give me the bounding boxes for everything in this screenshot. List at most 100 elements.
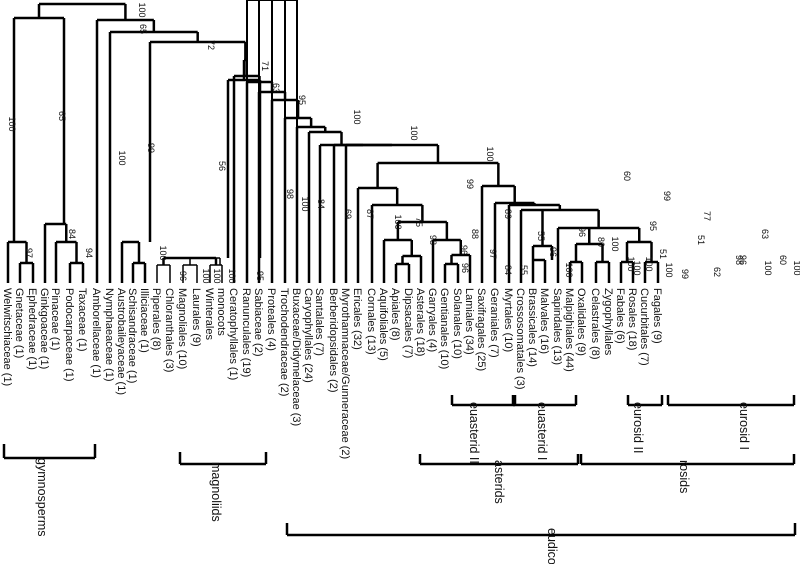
taxon-label: Malvales (16) [538, 288, 550, 354]
support-value: 100 [117, 150, 127, 165]
support-value: 97 [24, 248, 34, 258]
taxon-label: Caryophyllales (24) [302, 288, 314, 383]
taxon-label: Welwitschiaceae (1) [1, 288, 13, 386]
taxon-label: Solanales (10) [451, 288, 463, 359]
taxon-label: Zygophyllales [602, 288, 614, 356]
support-value: 75 [414, 217, 424, 227]
support-value: 96 [178, 271, 188, 281]
support-value: 88 [470, 229, 480, 239]
support-value: 100 [7, 116, 17, 131]
support-value: 94 [84, 248, 94, 258]
taxon-label: Winterales [203, 288, 215, 340]
support-value: 95 [255, 271, 265, 281]
taxon-label: Magnoliales (10) [176, 288, 188, 369]
support-value: 96 [548, 247, 558, 257]
taxon-label: Brassicales (14) [526, 288, 538, 367]
taxon-label: Myrtales (10) [502, 288, 514, 352]
support-value: 100 [201, 268, 211, 283]
support-value: 96 [460, 263, 470, 273]
taxon-label: Fagales (9) [651, 288, 663, 344]
taxon-label: Ephedraceae (1) [26, 288, 38, 370]
support-value: 51 [696, 235, 706, 245]
tree-branches [6, 0, 660, 283]
taxon-label: Lamiales (34) [463, 288, 475, 355]
taxon-label: Asterales (18) [414, 288, 426, 356]
support-value: 72 [206, 40, 216, 50]
taxon-label: Celastrales (8) [589, 288, 601, 360]
taxon-label: Ginkgoaceae (1) [38, 288, 50, 369]
clade-label-magnoliids: magnoliids [209, 462, 223, 522]
support-value: 80 [596, 237, 606, 247]
clade-brackets: gymnosperms magnoliids euasterid II euaster… [2, 395, 797, 564]
support-value: 100 [137, 2, 147, 17]
support-value: 65 [57, 111, 67, 121]
support-value: 100 [393, 214, 403, 229]
taxon-label: Myrothamnaceae/Gunneraceae (2) [339, 288, 351, 459]
taxon-label: Aquifoliales (5) [377, 288, 389, 361]
taxon-label: Buxaceae/Didymelaceae (3) [290, 288, 302, 426]
taxon-label: Ceratophyllales (1) [227, 288, 239, 380]
taxon-label: Ranunculales (19) [240, 288, 252, 377]
support-value: 56 [217, 161, 227, 171]
support-value: 84 [316, 199, 326, 209]
support-value: 63 [271, 83, 281, 93]
support-value: 100 [227, 268, 237, 283]
support-value: 87 [365, 209, 375, 219]
taxon-label: Chloranthales (3) [163, 288, 175, 372]
support-value: 99 [662, 191, 672, 201]
clade-label-euasterid-II: euasterid II [467, 402, 481, 464]
taxon-label: Geraniales (7) [488, 288, 500, 358]
support-value: 100 [792, 260, 800, 275]
support-value: 100 [632, 260, 642, 275]
support-value: 100 [300, 196, 310, 211]
taxon-label: Taxaceae (1) [76, 288, 88, 352]
support-value: 60 [622, 171, 632, 181]
support-value: 99 [465, 179, 475, 189]
taxon-label: Laurales (9) [190, 288, 202, 347]
taxon-label: Piperales (8) [150, 288, 162, 350]
support-value: 100 [664, 262, 674, 277]
support-value: 98 [734, 255, 744, 265]
taxon-label: Apiales (8) [389, 288, 401, 341]
taxon-label: Dipsacales (7) [402, 288, 414, 358]
clade-label-rosids: rosids [677, 460, 691, 493]
taxon-label: Gnetaceae (1) [13, 288, 25, 358]
taxon-label: Austrobaileyaceae (1) [115, 288, 127, 395]
taxon-label: Schisandraceae (1) [126, 288, 138, 383]
taxon-labels: Welwitschiaceae (1) Gnetaceae (1) Ephedrac… [1, 288, 663, 459]
taxon-label: Malpighiales (44) [563, 288, 575, 372]
taxon-label: Amborellaceae (1) [90, 288, 102, 378]
taxon-label: Crossosomatales (3) [514, 288, 526, 389]
clade-label-gymnosperms: gymnosperms [35, 458, 49, 537]
support-value: 77 [702, 211, 712, 221]
support-value: 60 [778, 255, 788, 265]
taxon-label: Saxifragales (25) [475, 288, 487, 371]
support-value: 99 [146, 143, 156, 153]
support-value: 100 [409, 125, 419, 140]
support-value: 96 [459, 245, 469, 255]
taxon-label: Proteales (4) [265, 288, 277, 351]
taxon-label: Nymphaeaceae (1) [103, 288, 115, 382]
support-value: 100 [610, 236, 620, 251]
support-value: 51 [658, 249, 668, 259]
support-value: 96 [577, 227, 587, 237]
taxon-label: Trochodendraceae (2) [278, 288, 290, 396]
taxon-label: Sapindales (13) [551, 288, 563, 365]
support-value: 98 [428, 235, 438, 245]
support-value: 100 [626, 256, 636, 271]
support-value: 95 [648, 221, 658, 231]
taxon-label: Podocarpaceae (1) [63, 288, 75, 382]
support-value: 95 [297, 95, 307, 105]
support-value: 100 [212, 268, 222, 283]
taxon-label: Santalales (7) [313, 288, 325, 356]
support-value: 63 [760, 229, 770, 239]
support-value: 100 [158, 245, 168, 260]
taxon-label: Pinaceae (1) [49, 288, 61, 350]
taxon-label: Garryales (4) [426, 288, 438, 352]
taxon-label: Rosales (18) [626, 288, 638, 350]
support-value: 55 [536, 231, 546, 241]
support-value: 84 [67, 229, 77, 239]
taxon-label: monocots [215, 288, 227, 336]
